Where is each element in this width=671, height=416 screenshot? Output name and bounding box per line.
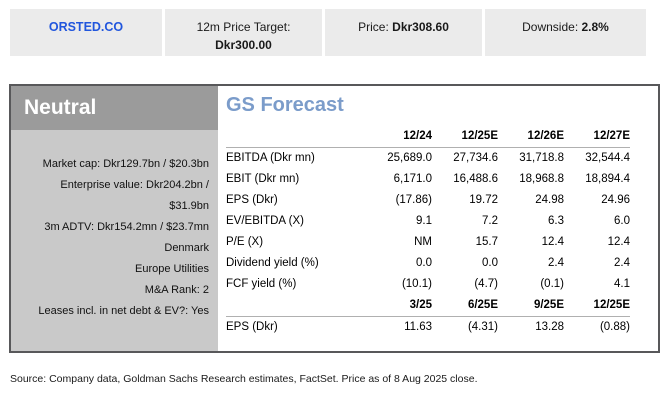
table-row-pe: P/E (X) NM 15.7 12.4 12.4 <box>226 232 630 253</box>
row-label: FCF yield (%) <box>226 278 297 290</box>
table-row-ebitda: EBITDA (Dkr mn) 25,689.0 27,734.6 31,718… <box>226 148 630 170</box>
col-header: 12/25E <box>564 295 630 317</box>
forecast-section: GS Forecast 12/24 12/25E 12/26E 12/27E E… <box>218 86 658 351</box>
table-row-ev-ebitda: EV/EBITDA (X) 9.1 7.2 6.3 6.0 <box>226 211 630 232</box>
snapshot-panel: Neutral Market cap: Dkr129.7bn / $20.3bn… <box>9 84 660 353</box>
source-note: Source: Company data, Goldman Sachs Rese… <box>10 373 478 385</box>
stat-enterprise-value: Enterprise value: Dkr204.2bn / $31.9bn <box>60 179 209 212</box>
cell-value: 25,689.0 <box>387 152 432 164</box>
cell-value: (4.7) <box>474 278 498 290</box>
cell-value: 6.3 <box>548 215 564 227</box>
downside-cell: Downside: 2.8% <box>485 9 646 56</box>
cell-value: 9.1 <box>416 215 432 227</box>
cell-value: 27,734.6 <box>453 152 498 164</box>
price-line: Price: Dkr308.60 <box>358 18 449 36</box>
col-header: 3/25 <box>366 295 432 317</box>
row-label: Dividend yield (%) <box>226 257 319 269</box>
cell-value: 11.63 <box>404 321 432 333</box>
cell-value: (4.31) <box>467 321 498 333</box>
cell-value: 31,718.8 <box>519 152 564 164</box>
table-row-quarterly-eps: EPS (Dkr) 11.63 (4.31) 13.28 (0.88) <box>226 317 630 339</box>
cell-value: (17.86) <box>395 194 432 206</box>
header-spacer <box>226 295 366 317</box>
cell-value: (0.1) <box>540 278 564 290</box>
cell-value: 0.0 <box>482 257 498 269</box>
forecast-table: 12/24 12/25E 12/26E 12/27E EBITDA (Dkr m… <box>226 126 630 338</box>
row-label: EPS (Dkr) <box>226 194 278 206</box>
cell-value: 0.0 <box>416 257 432 269</box>
stat-sector: Europe Utilities <box>135 263 209 275</box>
col-header: 12/25E <box>432 126 498 148</box>
cell-value: (0.88) <box>599 321 630 333</box>
header-spacer <box>226 126 366 148</box>
row-label: EBIT (Dkr mn) <box>226 173 300 185</box>
stat-ma-rank: M&A Rank: 2 <box>144 284 209 296</box>
cell-value: 7.2 <box>482 215 498 227</box>
ticker-link[interactable]: ORSTED.CO <box>48 20 124 34</box>
row-label: EV/EBITDA (X) <box>226 215 304 227</box>
cell-value: 13.28 <box>535 321 564 333</box>
cell-value: 12.4 <box>541 236 564 248</box>
table-row-eps: EPS (Dkr) (17.86) 19.72 24.98 24.96 <box>226 190 630 211</box>
cell-value: (10.1) <box>401 278 432 290</box>
cell-value: 15.7 <box>475 236 498 248</box>
row-label: EBITDA (Dkr mn) <box>226 152 315 164</box>
ticker-cell: ORSTED.CO <box>10 9 162 56</box>
col-header: 12/27E <box>564 126 630 148</box>
cell-value: 6,171.0 <box>393 173 432 185</box>
price-label: Price: <box>358 20 389 34</box>
cell-value: 32,544.4 <box>585 152 630 164</box>
cell-value: 12.4 <box>607 236 630 248</box>
cell-value: 19.72 <box>469 194 498 206</box>
cell-value: 2.4 <box>548 257 564 269</box>
price-value: Dkr308.60 <box>392 20 449 34</box>
downside-label: Downside: <box>522 20 579 34</box>
company-stats: Market cap: Dkr129.7bn / $20.3bn Enterpr… <box>11 130 218 351</box>
price-target-label: 12m Price Target: <box>196 20 291 34</box>
cell-value: 16,488.6 <box>453 173 498 185</box>
cell-value: 2.4 <box>614 257 630 269</box>
cell-value: 4.1 <box>614 278 630 290</box>
cell-value: 24.96 <box>601 194 630 206</box>
stat-leases: Leases incl. in net debt & EV?: Yes <box>38 305 209 317</box>
price-target-cell: 12m Price Target: Dkr300.00 <box>165 9 322 56</box>
stat-market-cap: Market cap: Dkr129.7bn / $20.3bn <box>42 158 209 170</box>
cell-value: 24.98 <box>535 194 564 206</box>
col-header: 6/25E <box>432 295 498 317</box>
cell-value: NM <box>414 236 432 248</box>
rating-panel: Neutral Market cap: Dkr129.7bn / $20.3bn… <box>11 86 218 351</box>
cell-value: 6.0 <box>614 215 630 227</box>
rating-badge: Neutral <box>11 86 218 130</box>
price-target-value: Dkr300.00 <box>215 38 272 52</box>
table-row-ebit: EBIT (Dkr mn) 6,171.0 16,488.6 18,968.8 … <box>226 169 630 190</box>
col-header: 9/25E <box>498 295 564 317</box>
price-cell: Price: Dkr308.60 <box>325 9 482 56</box>
summary-bar: ORSTED.CO 12m Price Target: Dkr300.00 Pr… <box>10 9 648 56</box>
row-label: EPS (Dkr) <box>226 321 278 333</box>
forecast-title: GS Forecast <box>226 94 344 116</box>
row-label: P/E (X) <box>226 236 264 248</box>
downside-value: 2.8% <box>581 20 609 34</box>
quarterly-header-row: 3/25 6/25E 9/25E 12/25E <box>226 295 630 317</box>
stat-country: Denmark <box>164 242 209 254</box>
table-row-fcf-yield: FCF yield (%) (10.1) (4.7) (0.1) 4.1 <box>226 274 630 295</box>
cell-value: 18,968.8 <box>519 173 564 185</box>
table-row-dividend-yield: Dividend yield (%) 0.0 0.0 2.4 2.4 <box>226 253 630 274</box>
annual-header-row: 12/24 12/25E 12/26E 12/27E <box>226 126 630 148</box>
col-header: 12/24 <box>366 126 432 148</box>
cell-value: 18,894.4 <box>585 173 630 185</box>
downside-line: Downside: 2.8% <box>522 18 609 36</box>
col-header: 12/26E <box>498 126 564 148</box>
stat-adtv: 3m ADTV: Dkr154.2mn / $23.7mn <box>44 221 209 233</box>
